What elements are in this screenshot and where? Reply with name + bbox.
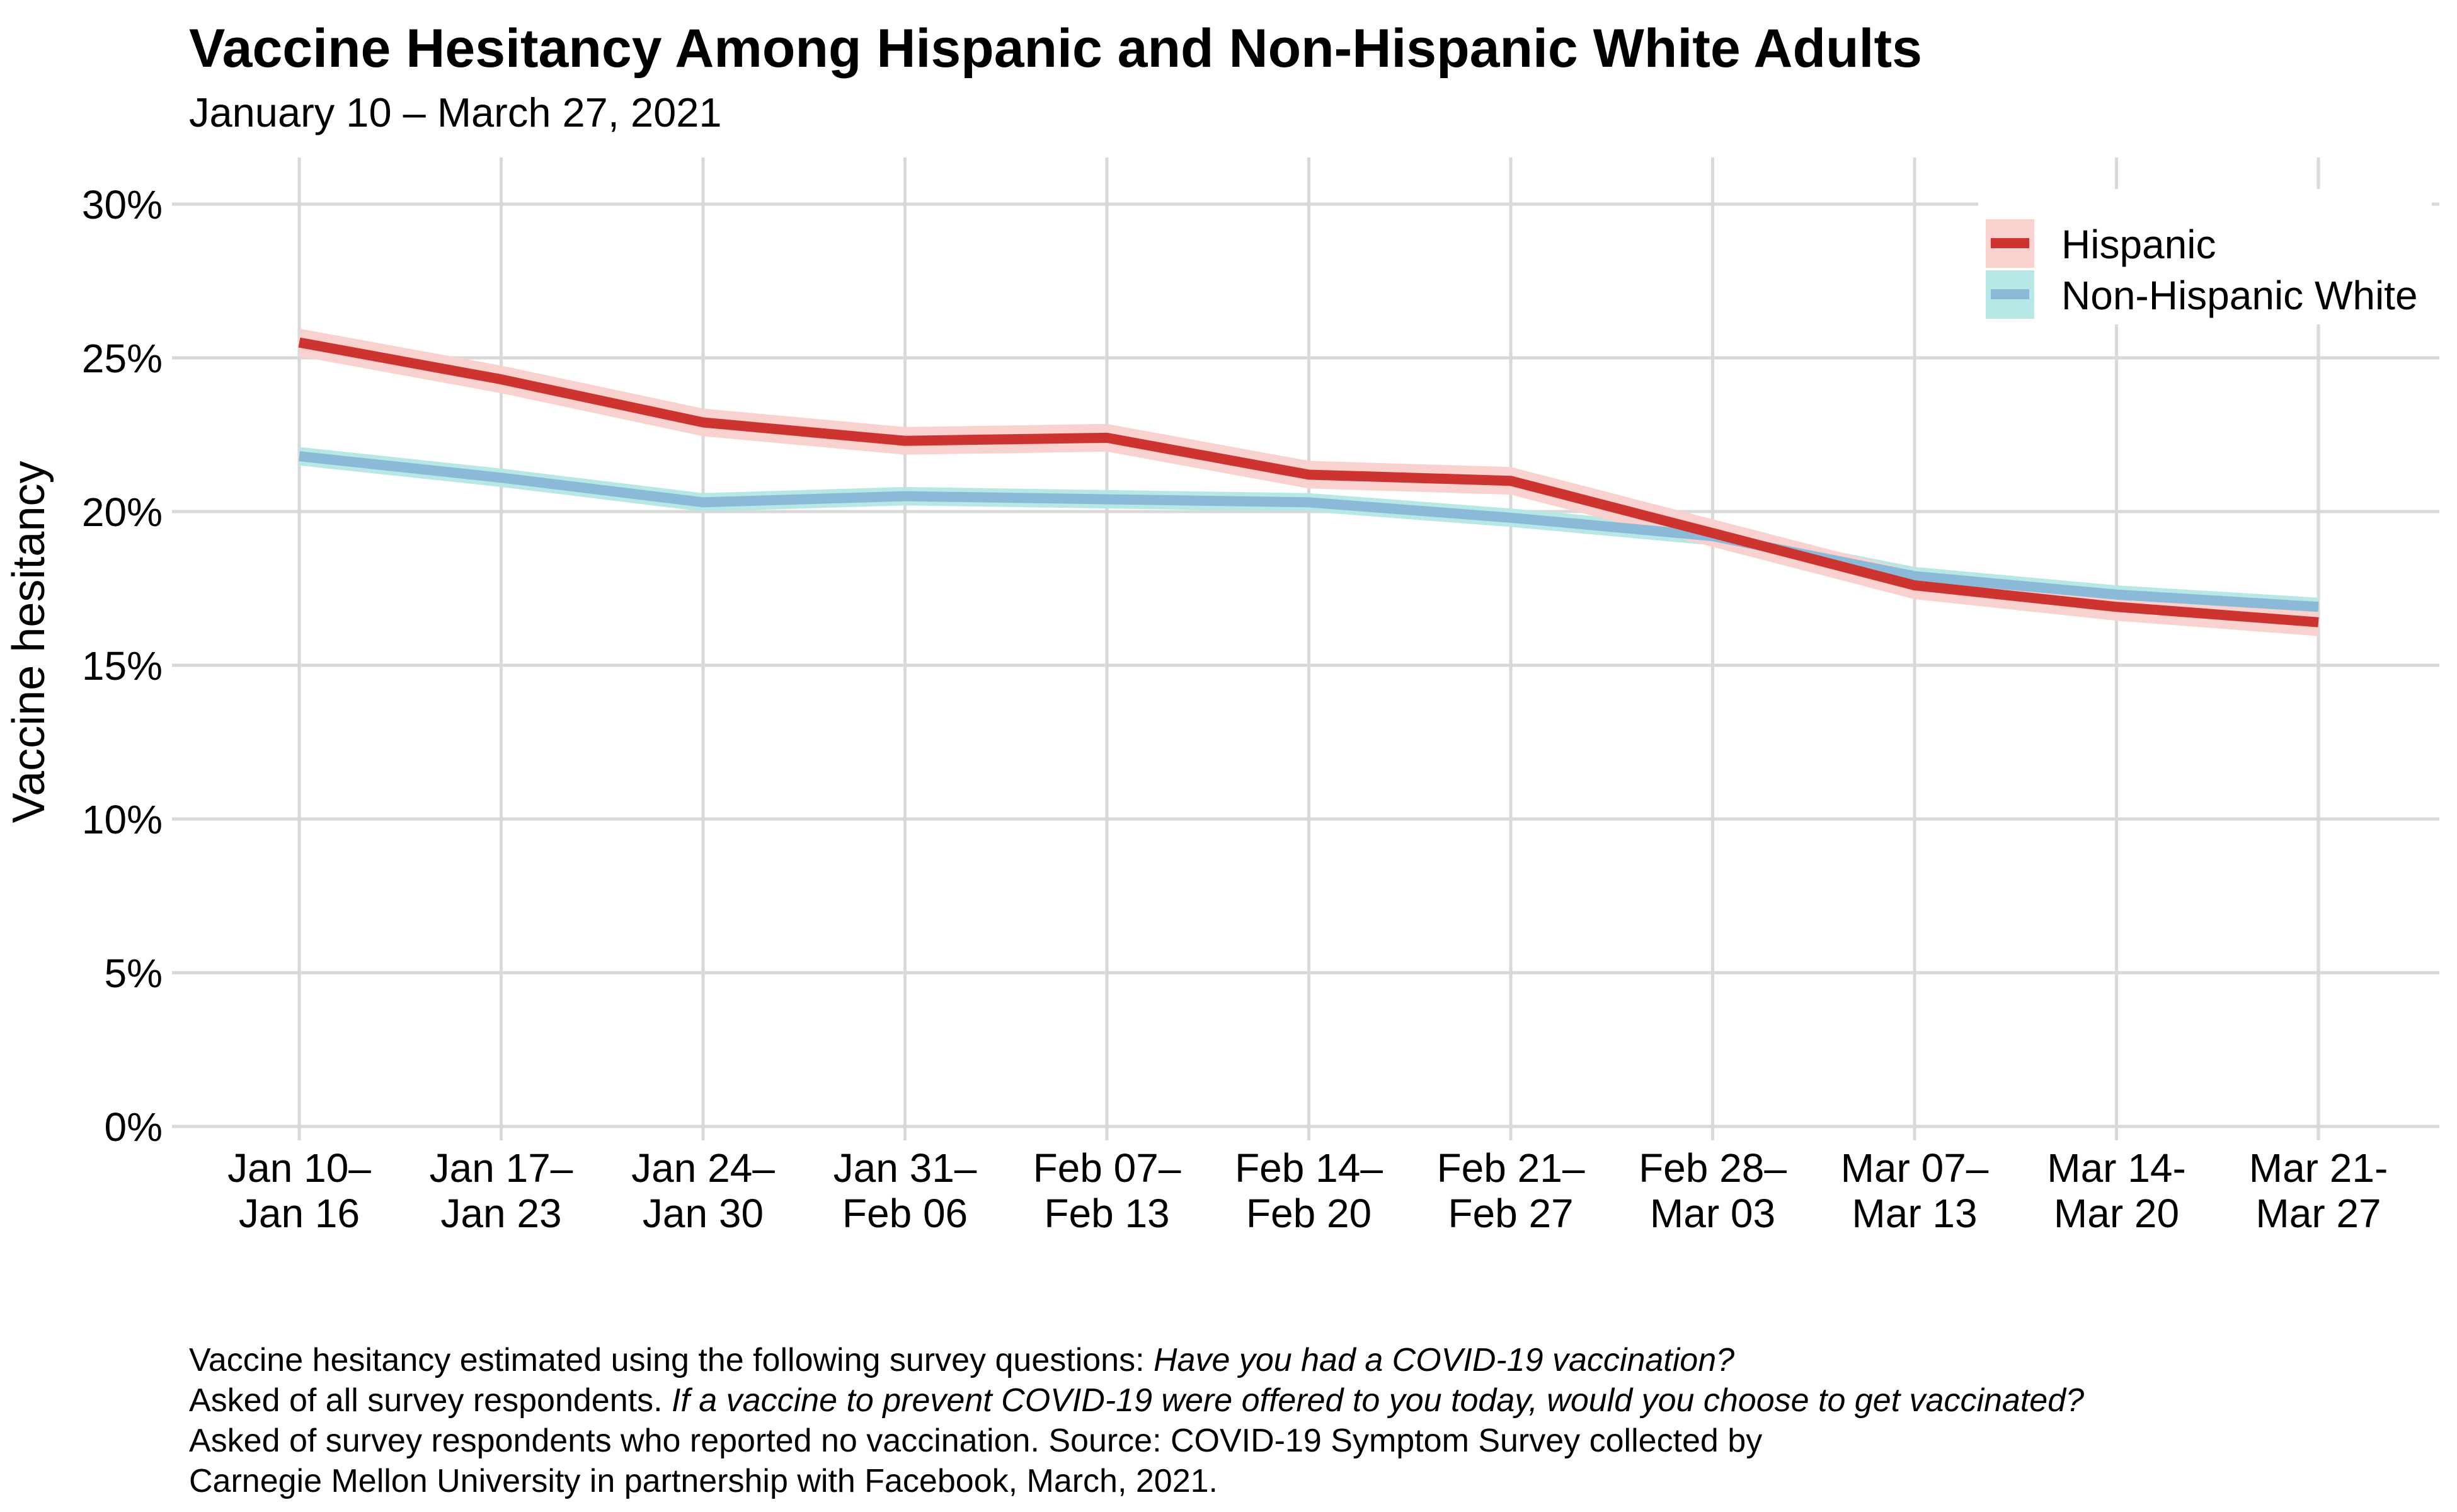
x-tick-label: Mar 07– Mar 13 bbox=[1841, 1145, 1989, 1236]
x-axis-tick-labels: Jan 10– Jan 16 Jan 17– Jan 23 Jan 24– Jan 30 J… bbox=[227, 1145, 2388, 1236]
y-tick-label: 5% bbox=[105, 951, 163, 996]
x-tick-label: Mar 21-Mar 27 bbox=[2249, 1145, 2388, 1236]
y-axis-title: Vaccine hesitancy bbox=[4, 461, 54, 823]
x-tick-label: Jan 31– Feb 06 bbox=[833, 1145, 977, 1236]
gridlines bbox=[172, 158, 2439, 1140]
x-tick-label: Feb 14– Feb 20 bbox=[1235, 1145, 1383, 1236]
chart-subtitle: January 10 – March 27, 2021 bbox=[189, 89, 722, 135]
y-axis-tick-labels: 0% 5% 10% 15% 20% 25% 30% bbox=[82, 182, 163, 1150]
y-tick-label: 0% bbox=[105, 1104, 163, 1150]
x-tick-label: Feb 07– Feb 13 bbox=[1033, 1145, 1181, 1236]
y-tick-label: 15% bbox=[82, 643, 163, 689]
caption: Vaccine hesitancy estimated using the fo… bbox=[189, 1342, 2084, 1499]
legend-key-line bbox=[1991, 289, 2029, 299]
x-tick-label: Jan 10– Jan 16 bbox=[227, 1145, 371, 1236]
y-tick-label: 20% bbox=[82, 490, 163, 535]
legend: Hispanic Non-Hispanic White bbox=[1978, 189, 2432, 324]
non-hispanic-white-line bbox=[299, 451, 2319, 612]
data-lines bbox=[298, 337, 2319, 627]
legend-background bbox=[1978, 189, 2432, 324]
x-tick-label: Mar 14-Mar 20 bbox=[2047, 1145, 2186, 1236]
chart-title: Vaccine Hesitancy Among Hispanic and Non… bbox=[189, 18, 1922, 79]
caption-line: Asked of survey respondents who reported… bbox=[189, 1423, 1762, 1459]
caption-line: Vaccine hesitancy estimated using the fo… bbox=[189, 1342, 1734, 1378]
legend-key-line bbox=[1991, 238, 2029, 248]
x-tick-label: Feb 28– Mar 03 bbox=[1639, 1145, 1787, 1236]
x-tick-label: Feb 21– Feb 27 bbox=[1437, 1145, 1585, 1236]
x-tick-label: Jan 17– Jan 23 bbox=[430, 1145, 573, 1236]
caption-line: Carnegie Mellon University in partnershi… bbox=[189, 1463, 1218, 1499]
x-tick-label: Jan 24– Jan 30 bbox=[631, 1145, 775, 1236]
caption-line: Asked of all survey respondents. If a va… bbox=[189, 1382, 2084, 1419]
y-tick-label: 10% bbox=[82, 797, 163, 842]
legend-label: Non-Hispanic White bbox=[2061, 273, 2418, 318]
y-tick-label: 25% bbox=[82, 336, 163, 381]
y-tick-label: 30% bbox=[82, 182, 163, 227]
legend-label: Hispanic bbox=[2061, 222, 2216, 267]
hispanic-line bbox=[298, 337, 2319, 627]
